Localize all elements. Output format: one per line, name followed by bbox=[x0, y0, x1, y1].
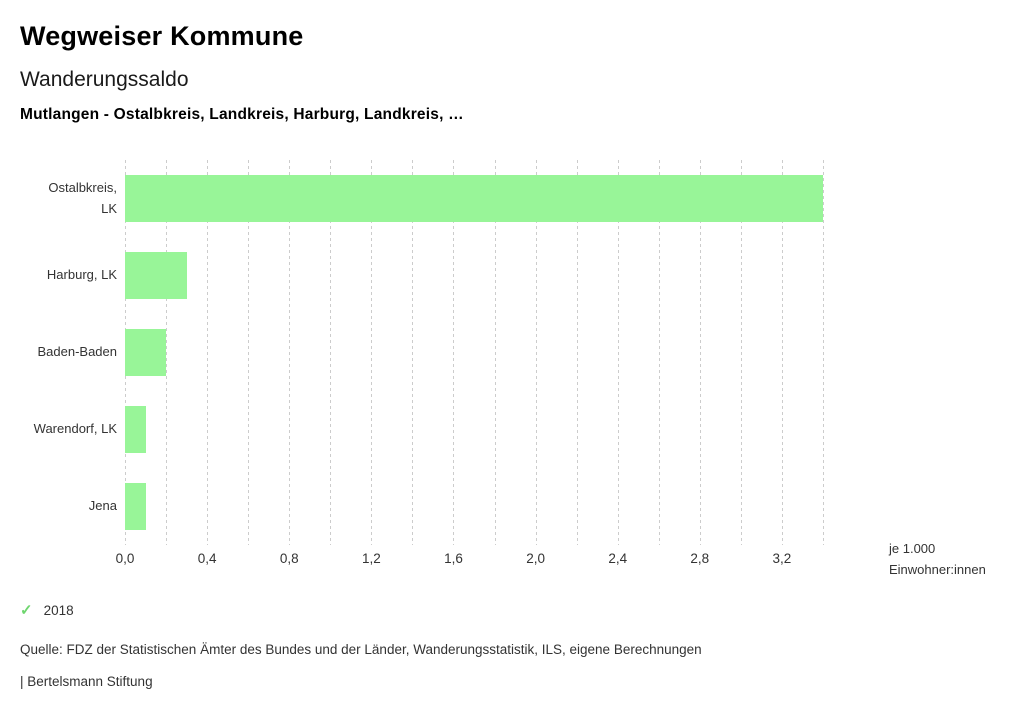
x-tick-label: 2,0 bbox=[526, 551, 545, 566]
x-tick-label: 3,2 bbox=[772, 551, 792, 566]
category-label: Baden-Baden bbox=[37, 344, 117, 360]
x-tick-label: 0,0 bbox=[115, 551, 135, 566]
legend-label: 2018 bbox=[43, 602, 74, 618]
gridline bbox=[453, 160, 455, 545]
gridline bbox=[658, 160, 660, 545]
category-label: Ostalbkreis, LK bbox=[48, 180, 117, 216]
category-label: Jena bbox=[88, 498, 117, 514]
gridline bbox=[617, 160, 619, 545]
x-tick-label: 0,4 bbox=[197, 551, 217, 566]
gridline bbox=[823, 160, 824, 545]
category-label: Warendorf, LK bbox=[33, 421, 117, 437]
category-label: Harburg, LK bbox=[46, 267, 117, 283]
gridline bbox=[207, 160, 209, 545]
gridline bbox=[330, 160, 332, 545]
gridline bbox=[535, 160, 537, 545]
y-axis-labels: Ostalbkreis, LK Harburg, LK Baden-Baden Ware… bbox=[0, 160, 117, 545]
gridline bbox=[699, 160, 701, 545]
x-tick-label: 1,2 bbox=[361, 551, 381, 566]
x-axis-unit-line2: Einwohner:innen bbox=[889, 562, 986, 577]
x-tick-label: 0,8 bbox=[279, 551, 299, 566]
checkmark-icon: ✓ bbox=[20, 602, 33, 619]
chart-bar[interactable] bbox=[125, 406, 146, 453]
gridline bbox=[576, 160, 578, 545]
x-tick-label: 2,8 bbox=[690, 551, 710, 566]
gridline bbox=[740, 160, 742, 545]
chart-title: Wanderungssaldo bbox=[20, 68, 189, 91]
attribution-text: | Bertelsmann Stiftung bbox=[20, 674, 153, 689]
x-tick-label: 2,4 bbox=[608, 551, 628, 566]
x-tick-label: 1,6 bbox=[444, 551, 463, 566]
chart-bar[interactable] bbox=[125, 175, 823, 222]
x-axis-unit-line1: je 1.000 bbox=[889, 541, 936, 556]
gridline bbox=[412, 160, 414, 545]
chart-bar[interactable] bbox=[125, 252, 187, 299]
gridline bbox=[371, 160, 373, 545]
gridline bbox=[289, 160, 291, 545]
gridline bbox=[781, 160, 783, 545]
chart-bar[interactable] bbox=[125, 483, 146, 530]
x-axis-labels: 0,0 0,4 0,8 1,2 1,6 2,0 2,4 2,8 3,2 bbox=[116, 551, 823, 569]
page-title: Wegweiser Kommune bbox=[20, 21, 304, 51]
plot-area bbox=[125, 160, 824, 545]
chart-bar[interactable] bbox=[125, 329, 167, 376]
source-text: Quelle: FDZ der Statistischen Ämter des … bbox=[20, 642, 702, 657]
x-axis-unit-label: je 1.000 Einwohner:innen bbox=[889, 538, 986, 580]
gridline bbox=[494, 160, 496, 545]
legend-item-2018[interactable]: ✓ 2018 bbox=[20, 601, 74, 619]
comparison-subtitle: Mutlangen - Ostalbkreis, Landkreis, Harb… bbox=[20, 106, 464, 123]
gridline bbox=[166, 160, 168, 545]
gridline bbox=[248, 160, 250, 545]
